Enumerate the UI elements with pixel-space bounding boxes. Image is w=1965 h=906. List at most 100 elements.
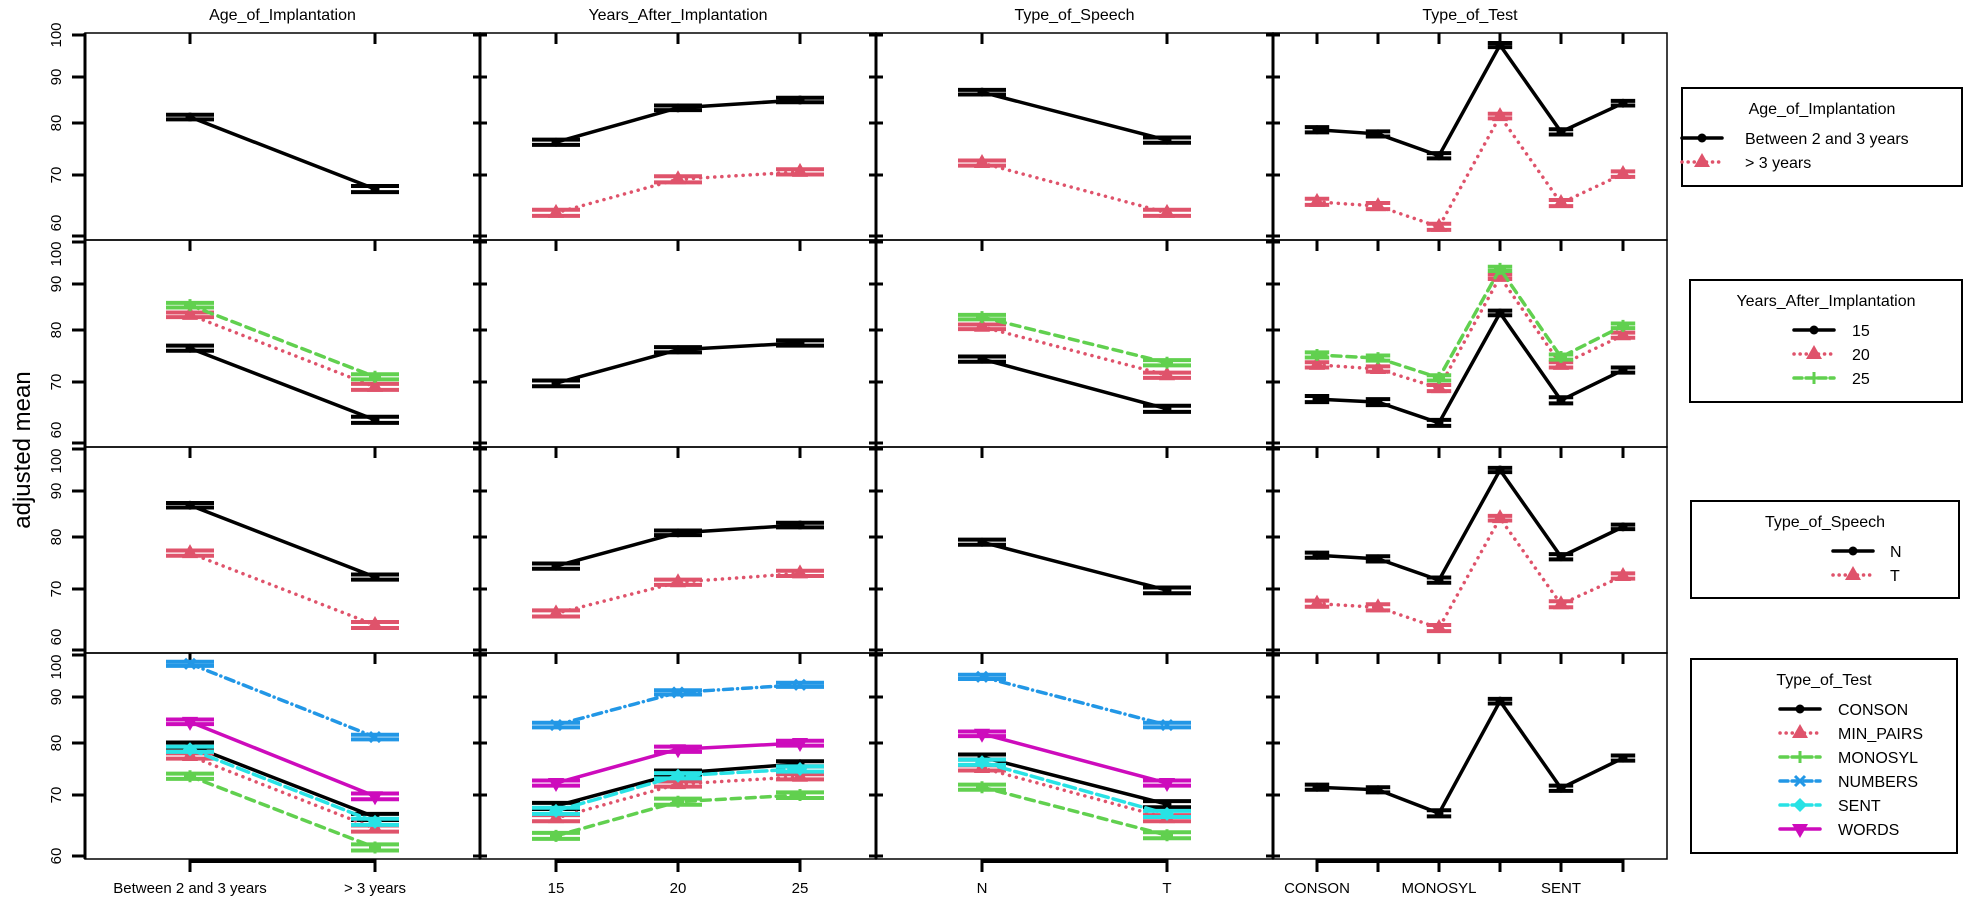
series-line — [1315, 697, 1625, 816]
marker-triangle — [1431, 217, 1447, 232]
marker-triangle — [974, 317, 990, 332]
panel-frame — [479, 239, 877, 448]
marker-circle — [551, 561, 561, 571]
marker-x — [975, 670, 989, 683]
marker-circle — [1434, 151, 1444, 161]
panel-frame — [1272, 446, 1668, 654]
marker-circle — [1618, 753, 1628, 763]
legend-2: Type_of_Speech NT — [1690, 500, 1960, 599]
legend-entry: N — [1831, 544, 1902, 561]
panel-frame — [84, 239, 481, 448]
series-line — [1315, 514, 1625, 631]
marker-circle — [673, 528, 683, 538]
marker-triangle — [1615, 567, 1631, 581]
marker-circle — [1697, 133, 1707, 143]
marker-plus — [672, 795, 684, 808]
panel-0-3 — [1272, 32, 1668, 241]
series-MONOSYL — [958, 781, 1191, 842]
legend-3: Type_of_Test CONSON MIN_PAIRS MONOSYL NUMBER… — [1690, 658, 1958, 854]
marker-circle — [1618, 365, 1628, 375]
marker-plus — [369, 841, 381, 854]
marker-triangle — [548, 203, 564, 218]
legend-entry: Between 2 and 3 years — [1680, 131, 1909, 148]
marker-triangle — [1309, 355, 1325, 370]
legend-1: Years_After_Implantation 15 20 25 — [1689, 279, 1963, 403]
marker-triangle-down — [548, 778, 564, 793]
legend-entry: 20 — [1792, 345, 1870, 364]
series--3-years — [532, 162, 824, 218]
series-SENT — [532, 762, 824, 818]
panel-1-1 — [479, 239, 877, 448]
legend-box — [1690, 500, 1960, 599]
series--3-years — [1304, 107, 1636, 232]
panel-0-0 — [84, 32, 481, 241]
legend-entry: NUMBERS — [1778, 774, 1918, 791]
y-tick-label: 60 — [48, 629, 65, 646]
panel-frame — [84, 32, 481, 241]
marker-circle — [185, 343, 195, 353]
series-20 — [958, 317, 1191, 381]
legend-0: Age_of_Implantation Between 2 and 3 years… — [1680, 87, 1963, 187]
panel-1-3 — [1272, 239, 1668, 448]
series-line — [554, 683, 802, 727]
column-header-2: Type_of_Speech — [1014, 7, 1134, 24]
marker-circle — [1809, 325, 1819, 335]
series-line — [980, 90, 1169, 142]
panel-3-3 — [1272, 652, 1668, 860]
series-25 — [958, 311, 1191, 369]
series-line — [980, 760, 1169, 816]
series-T — [532, 564, 824, 619]
panel-2-3 — [1272, 446, 1668, 654]
column-header-0: Age_of_Implantation — [209, 7, 356, 24]
series-Between-2-and-3-years — [532, 95, 824, 147]
y-tick-label: 100 — [48, 448, 65, 473]
marker-circle — [1162, 799, 1172, 809]
series-line — [980, 540, 1169, 592]
y-tick-label: 60 — [48, 215, 65, 232]
marker-circle — [795, 520, 805, 530]
series-20 — [1304, 267, 1636, 394]
y-tick-label: 70 — [48, 581, 65, 598]
marker-triangle — [1492, 509, 1508, 524]
marker-triangle — [1370, 598, 1386, 613]
series-NUMBERS — [532, 678, 824, 732]
marker-circle — [1373, 397, 1383, 407]
marker-circle — [1162, 404, 1172, 414]
marker-triangle — [1553, 595, 1569, 610]
x-tick-label: 25 — [792, 880, 809, 897]
marker-circle — [1373, 554, 1383, 564]
marker-plus — [1161, 829, 1173, 842]
marker-circle — [370, 572, 380, 582]
legend-box — [1689, 279, 1963, 403]
marker-triangle — [367, 615, 383, 630]
marker-circle — [1556, 552, 1566, 562]
marker-diamond — [975, 755, 989, 770]
panel-frame — [84, 446, 481, 654]
panel-3-2 — [875, 652, 1274, 860]
series-line — [188, 662, 377, 739]
series-WORDS — [958, 728, 1191, 793]
marker-circle — [1162, 135, 1172, 145]
x-tick-label: N — [977, 880, 988, 897]
marker-triangle — [1694, 153, 1710, 167]
x-tick-label: Between 2 and 3 years — [113, 880, 266, 897]
y-axis-title: adjusted mean — [9, 371, 36, 528]
marker-circle — [795, 95, 805, 105]
marker-triangle — [1431, 619, 1447, 634]
marker-triangle — [1159, 203, 1175, 218]
marker-plus — [1311, 348, 1323, 361]
marker-plus — [794, 789, 806, 801]
series-MONOSYL — [532, 789, 824, 842]
legend-label: NUMBERS — [1838, 774, 1918, 791]
legend-title: Type_of_Test — [1776, 672, 1872, 689]
marker-plus — [1433, 371, 1445, 384]
marker-plus — [1794, 751, 1806, 763]
panel-3-0 — [84, 652, 481, 860]
marker-circle — [370, 184, 380, 194]
marker-circle — [1312, 550, 1322, 560]
marker-circle — [1162, 585, 1172, 595]
marker-triangle-down — [1792, 824, 1808, 838]
y-tick-label: 80 — [48, 735, 65, 752]
series-N — [532, 520, 824, 571]
marker-plus — [976, 781, 988, 794]
